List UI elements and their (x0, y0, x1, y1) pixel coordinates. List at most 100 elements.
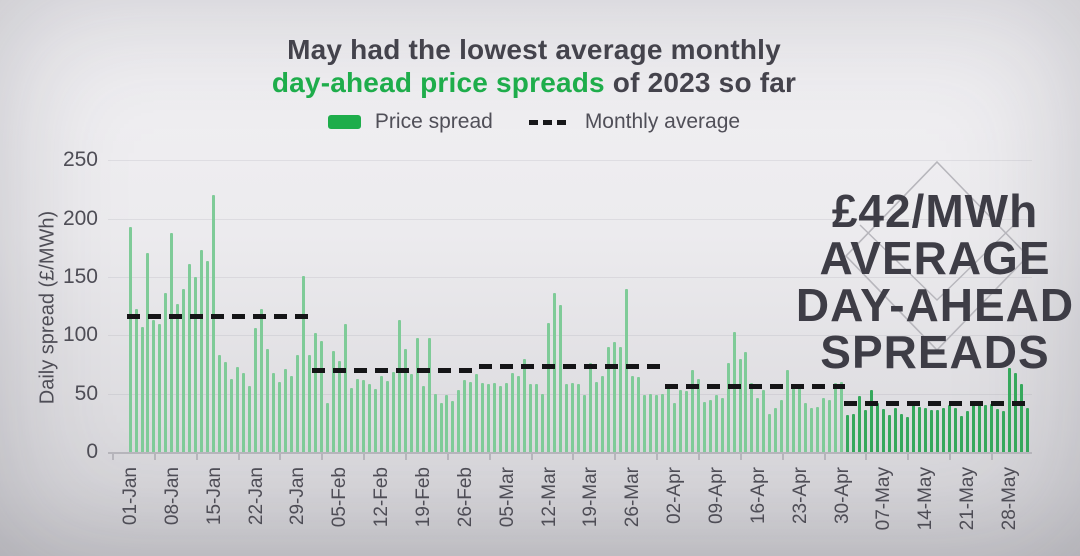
price-spread-bar (481, 383, 485, 452)
price-spread-bar (1025, 407, 1029, 452)
callout-value: £42/MWh (831, 185, 1039, 237)
price-spread-bar (559, 305, 563, 452)
price-spread-bar (361, 379, 365, 452)
price-spread-bar (140, 327, 144, 452)
price-spread-bar (594, 382, 598, 452)
price-spread-bar (780, 399, 784, 452)
chart-title-line1: May had the lowest average monthly (287, 34, 781, 65)
price-spread-bar (571, 383, 574, 452)
x-tick-label: 14-May (915, 467, 937, 531)
x-tick-label: 02-Apr (664, 467, 686, 525)
y-tick-label: 0 (86, 440, 98, 463)
x-tick-label: 05-Feb (329, 467, 351, 528)
price-spread-bar (200, 250, 204, 452)
price-spread-bar (325, 403, 329, 452)
price-spread-bar (319, 341, 323, 452)
callout-word-average: AVERAGE (819, 232, 1051, 284)
price-spread-bar (941, 407, 945, 452)
price-spread-bar (702, 401, 706, 452)
monthly-average-line-jan (126, 314, 313, 320)
y-tick-label: 50 (74, 381, 98, 405)
price-spread-bar (415, 337, 419, 452)
price-spread-bar (888, 414, 891, 452)
x-tick-label: 01-Jan (120, 467, 141, 526)
price-spread-bar (487, 384, 491, 452)
price-spread-bar (206, 260, 210, 452)
price-spread-bar (666, 384, 670, 452)
x-tick-label: 29-Jan (287, 467, 309, 526)
price-spread-bar (589, 363, 592, 452)
x-axis-tick (781, 453, 784, 460)
price-spread-bar (762, 390, 766, 452)
y-axis-title: Daily spread (£/MWh) (36, 210, 59, 405)
price-spread-bar (654, 394, 658, 452)
price-spread-bar (134, 308, 138, 452)
price-spread-bar (750, 383, 754, 452)
legend-label-price-spread: Price spread (374, 110, 493, 133)
price-spread-bar (266, 349, 269, 452)
price-spread-bar (882, 408, 885, 452)
x-axis-tick (949, 453, 952, 460)
x-axis-line (108, 452, 1032, 454)
gridline (108, 335, 1032, 337)
price-spread-bar (792, 384, 796, 452)
price-spread-bar (905, 417, 909, 452)
x-tick-label: 12-Feb (371, 467, 393, 528)
price-spread-bar (517, 376, 521, 452)
chevron-watermark-icon (844, 160, 1030, 352)
price-spread-bar (864, 410, 867, 452)
price-spread-bar (983, 405, 987, 452)
x-tick-label: 19-Mar (580, 467, 602, 528)
price-spread-bar (756, 398, 760, 452)
gridline (108, 277, 1032, 279)
price-spread-bar (768, 413, 772, 452)
price-spread-bar (1019, 384, 1023, 452)
y-tick-label: 100 (62, 323, 98, 347)
x-axis-tick (530, 453, 533, 460)
price-spread-bar (212, 195, 216, 452)
price-spread-bar (696, 378, 700, 452)
price-spread-bar (678, 390, 682, 452)
x-tick-label: 09-Apr (706, 467, 728, 525)
price-spread-bar (278, 382, 281, 452)
price-spread-bar (846, 414, 850, 452)
price-spread-bar (804, 403, 808, 452)
y-tick-label: 150 (62, 265, 98, 289)
x-tick-label: 23-Apr (789, 467, 811, 525)
price-spread-bar (577, 384, 580, 452)
price-spread-bar (828, 399, 832, 452)
price-spread-bar (726, 363, 730, 452)
x-axis-tick (279, 453, 282, 460)
price-spread-bar (648, 393, 652, 452)
price-spread-bar (565, 384, 568, 452)
x-axis-tick (656, 453, 659, 460)
price-spread-bar (224, 362, 228, 452)
x-axis-tick (321, 453, 324, 460)
x-tick-label: 15-Jan (203, 467, 225, 526)
x-axis-tick (446, 453, 449, 460)
monthly-average-line-mar (479, 364, 666, 370)
x-axis-tick (698, 453, 701, 460)
x-axis-tick (823, 453, 826, 460)
gridline (108, 160, 1032, 162)
chart-title-line2: day-ahead price spreads of 2023 so far (0, 66, 1068, 99)
price-spread-bar (290, 376, 293, 452)
price-spread-bar (852, 413, 856, 452)
price-spread-bar (959, 415, 963, 452)
price-spread-bar (439, 403, 443, 452)
price-spread-bar (284, 369, 287, 452)
x-axis-tick (907, 453, 910, 460)
price-spread-bar (511, 372, 515, 452)
price-spread-bar (505, 383, 509, 452)
price-spread-bar (391, 371, 395, 452)
price-spread-bar (660, 393, 664, 452)
x-tick-label: 16-Apr (747, 467, 769, 525)
x-axis-tick (112, 453, 114, 460)
price-spread-bar (236, 366, 240, 452)
x-axis-tick (739, 453, 742, 460)
gridline (108, 218, 1032, 220)
x-axis-tick (237, 453, 240, 460)
price-spread-bar (379, 376, 383, 452)
x-tick-label: 08-Jan (161, 467, 183, 526)
